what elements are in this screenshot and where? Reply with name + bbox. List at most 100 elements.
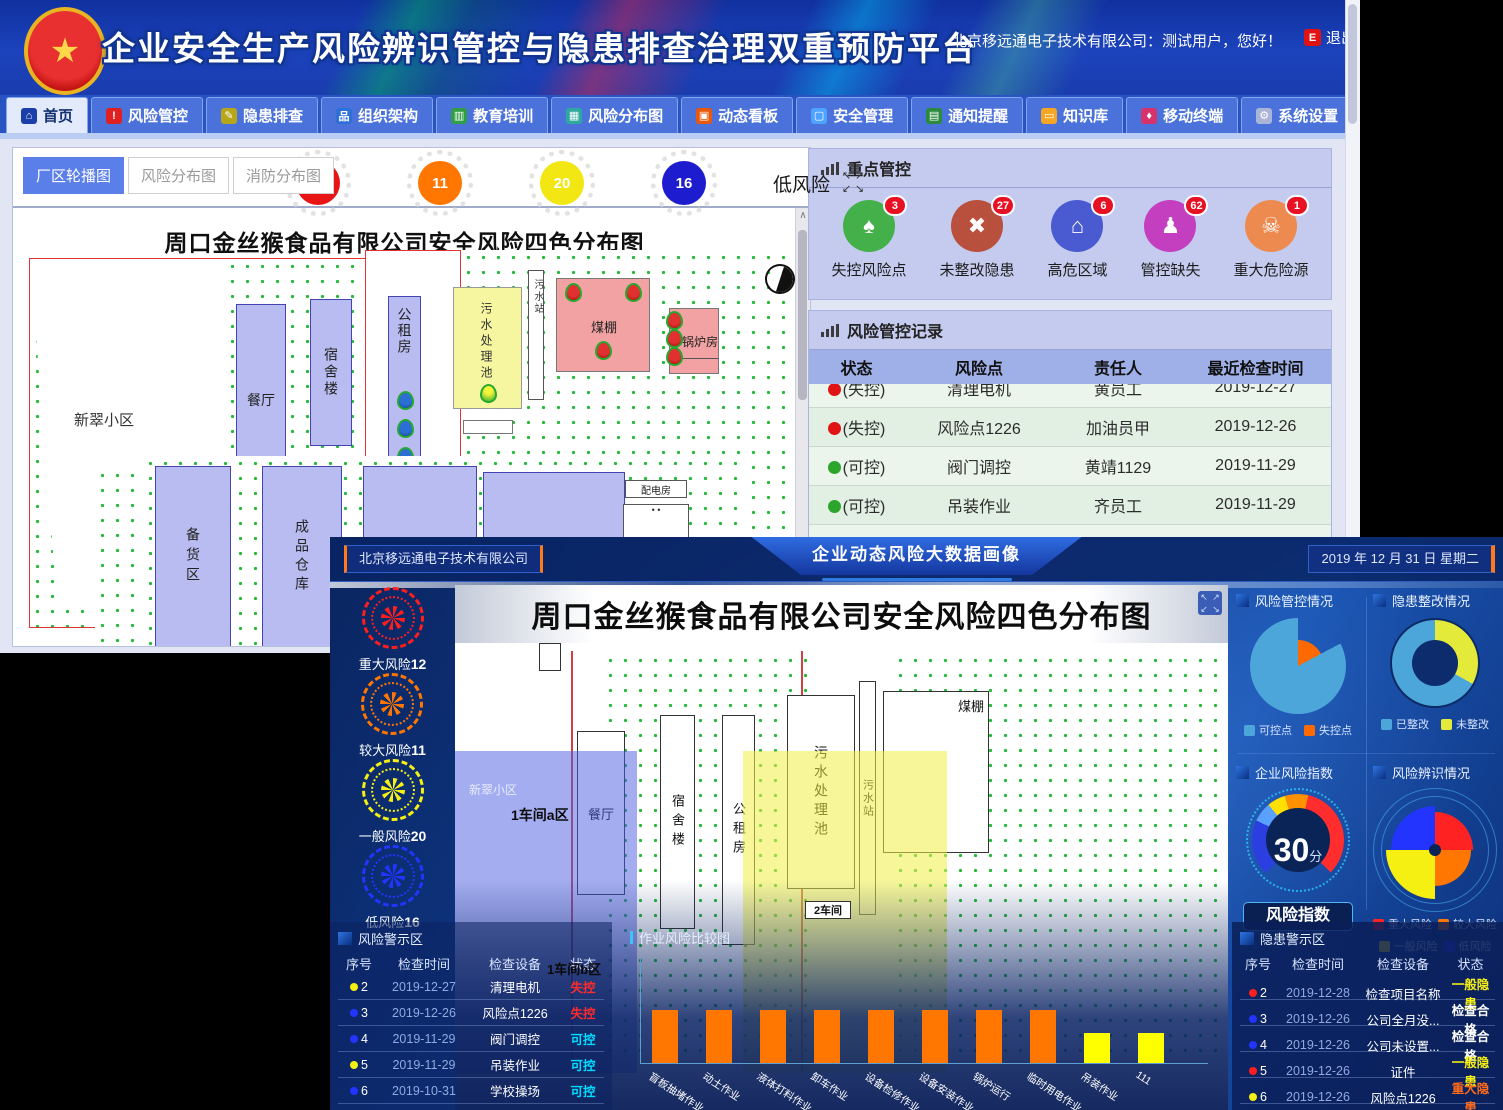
table-row[interactable]: (失控) 风险点1226 加油员甲 2019-12-26 [809, 408, 1331, 447]
key-control-item[interactable]: ♟ 62 管控缺失 [1140, 195, 1209, 280]
rose-outer-ring [1373, 788, 1497, 912]
sewage-pool: 污水处理池 [453, 287, 522, 409]
nav-tab[interactable]: 品 组织架构 [321, 97, 434, 133]
tools-icon: ✖ [967, 213, 987, 238]
power-room: 配电房 [625, 480, 687, 498]
risk-index-panel: 企业风险指数 30 分 风险指数 [1230, 757, 1366, 931]
key-control-item[interactable]: ⌂ 6 高危区域 [1047, 195, 1116, 280]
expand-icon[interactable]: ↖ ↗ ↙ ↘ [841, 170, 865, 195]
power-room-label: 配电房 [641, 485, 671, 497]
nav-tab[interactable]: ▢ 安全管理 [796, 97, 909, 133]
risk-marker[interactable] [480, 384, 497, 403]
map-view-tab[interactable]: 消防分布图 [233, 157, 335, 194]
fullscreen-icon[interactable]: ↖ ↗ ↙ ↘ [1198, 591, 1222, 615]
nav-tab[interactable]: ▦ 风险分布图 [551, 97, 679, 133]
risk-count-badge: 11 [407, 150, 473, 216]
page-scrollbar[interactable] [1345, 0, 1360, 653]
bar [652, 1010, 678, 1063]
risk-marker[interactable] [666, 329, 683, 348]
hazard-fix-donut [1390, 618, 1480, 708]
map-view-tab[interactable]: 风险分布图 [128, 157, 230, 194]
nav-tab-label: 风险分布图 [588, 108, 664, 125]
nav-tab[interactable]: ! 风险管控 [91, 97, 204, 133]
nav-tab[interactable]: ⚙ 系统设置 [1241, 97, 1354, 133]
hazard-alerts-title: 隐患警示区 [1240, 926, 1495, 952]
dormitory-label: 宿舍楼 [670, 793, 685, 851]
dashboard-chart-column: 风险管控情况 可控点 失控点 隐患整改情况 已整改 未整改 企业风险指数 3 [1230, 585, 1503, 953]
risk-identify-title: 风险辨识情况 [1367, 757, 1503, 784]
bar [814, 1010, 840, 1063]
nav-tab[interactable]: ▤ 通知提醒 [911, 97, 1024, 133]
nav-tab[interactable]: ▭ 知识库 [1026, 97, 1124, 133]
nav-tab[interactable]: ▣ 动态看板 [681, 97, 794, 133]
small-structure [463, 420, 513, 434]
nav-tab-label: 系统设置 [1278, 108, 1339, 125]
hazard-fix-panel: 隐患整改情况 已整改 未整改 [1367, 585, 1503, 732]
risk-control-title: 风险管控情况 [1230, 585, 1366, 612]
hazard-fix-title: 隐患整改情况 [1367, 585, 1503, 612]
table-row[interactable]: (可控) 吊装作业 齐员工 2019-11-29 [809, 486, 1331, 525]
dashboard-map: 周口金丝猴食品有限公司安全风险四色分布图 ↖↗↙↘ 餐厅 宿舍楼 公租房 污水处… [455, 585, 1228, 1110]
nav-tab-label: 组织架构 [358, 108, 419, 125]
coal-shed: 煤棚 [556, 278, 650, 372]
risk-marker[interactable] [666, 347, 683, 366]
title-underline [821, 578, 1012, 581]
dormitory-building: 宿舍楼 [310, 299, 352, 446]
workshop-1b-label: 1车间b区 [547, 962, 602, 977]
scroll-thumb[interactable] [798, 230, 807, 400]
nav-tab-label: 隐患排查 [243, 108, 304, 125]
risk-marker[interactable] [625, 283, 642, 302]
risk-marker[interactable] [595, 341, 612, 360]
table-row: 4 2019-12-26 公司未设置... 检查合格 [1240, 1026, 1495, 1063]
key-control-label: 管控缺失 [1140, 262, 1201, 279]
dashboard-title: 企业动态风险大数据画像 [751, 537, 1082, 575]
nav-tab[interactable]: ✎ 隐患排查 [206, 97, 319, 133]
risk-marker[interactable] [397, 391, 414, 410]
risk-level-label: 重大风险 [358, 657, 411, 672]
dormitory-label: 宿舍楼 [323, 347, 339, 398]
sewage-pool-label: 污水处理池 [479, 302, 493, 382]
legend-item: 已整改 [1381, 716, 1429, 732]
nav-tab-icon: ♦ [1141, 107, 1158, 124]
app-title: 企业安全生产风险辨识管控与隐患排查治理双重预防平台 [102, 30, 977, 67]
risk-records-rows: (失控) 清理电机 黄员工 2019-12-27 (失控) 风险点1226 加油员甲 2… [809, 369, 1331, 564]
scroll-thumb[interactable] [1348, 4, 1357, 124]
table-row[interactable]: (可控) 阀门调控 黄靖1129 2019-11-29 [809, 447, 1331, 486]
divider [1366, 597, 1367, 910]
risk-alerts-title: 风险警示区 [338, 926, 604, 952]
pie-slice-uncontrolled [1272, 640, 1324, 692]
legend-item: 失控点 [1304, 722, 1352, 738]
nav-tab[interactable]: ♦ 移动终端 [1126, 97, 1239, 133]
map-view-tab[interactable]: 厂区轮播图 [23, 157, 125, 194]
key-control-item[interactable]: ♠ 3 失控风险点 [831, 195, 907, 280]
risk-marker[interactable] [397, 419, 414, 438]
badge-value: 20 [540, 161, 584, 205]
user-greeting: 北京移远通电子技术有限公司：测试用户，您好！ [951, 33, 1282, 50]
warehouse-building: 成品仓库 [262, 466, 342, 646]
map-scrollbar[interactable]: ∧ [795, 208, 810, 646]
count-badge: 1 [1284, 195, 1309, 216]
nav-tab-icon: ▤ [926, 107, 943, 124]
risk-index-gauge: 30 分 [1246, 788, 1350, 892]
nav-tab-icon: ✎ [221, 107, 238, 124]
count-badge: 6 [1091, 195, 1116, 216]
bar [760, 1010, 786, 1063]
risk-marker[interactable] [565, 283, 582, 302]
divider [1238, 753, 1495, 754]
bar-chart-icon [821, 323, 839, 337]
key-control-item[interactable]: ☠ 1 重大危险源 [1233, 195, 1309, 280]
warehouse-label: 成品仓库 [294, 519, 310, 595]
nav-tab[interactable]: ⌂ 首页 [6, 97, 89, 133]
key-control-item[interactable]: ✖ 27 未整改隐患 [939, 195, 1015, 280]
canteen-label: 餐厅 [247, 392, 275, 408]
nav-tab[interactable]: ▥ 教育培训 [436, 97, 549, 133]
rose-inner-ring [1381, 796, 1489, 904]
risk-marker[interactable] [666, 311, 683, 330]
aperture-icon [361, 759, 424, 821]
coal-shed-label: 煤棚 [591, 320, 618, 335]
hazard-alerts-columns: 序号 检查时间 检查设备 状态 [1240, 952, 1495, 974]
column-header: 检查时间 [1291, 956, 1344, 972]
column-header: 状态 [1457, 956, 1484, 972]
count-badge: 27 [990, 195, 1015, 216]
nav-tab-icon: ! [106, 107, 123, 124]
